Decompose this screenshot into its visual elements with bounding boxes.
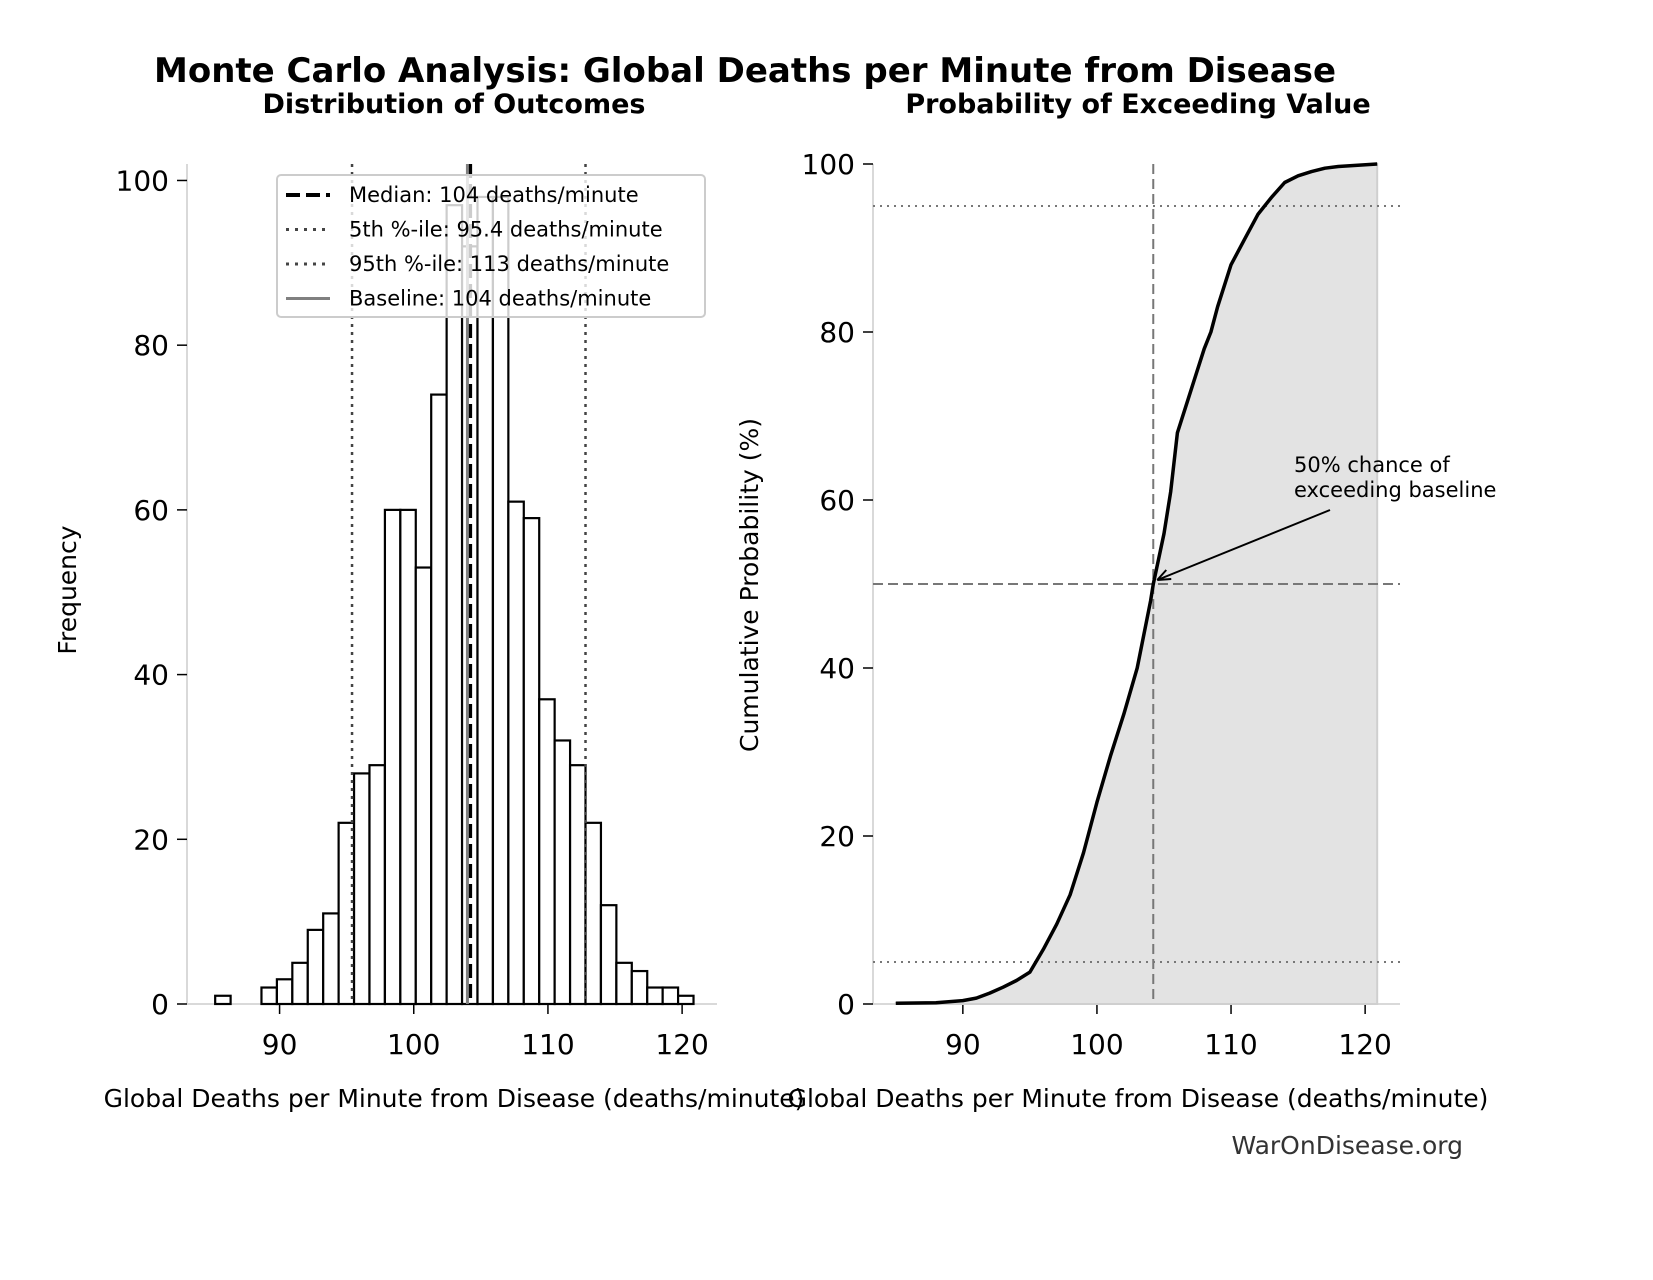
y-tick-label: 80 (133, 329, 169, 362)
histogram-bar (676, 994, 695, 1006)
histogram-bar (630, 969, 649, 1006)
histogram-bar (507, 500, 525, 1006)
histogram-panel: 0 20 40 60 80 100 90 100 110 120 Median: 104 death… (116, 164, 717, 1061)
cdf-panel: 0 20 40 60 80 100 90 100 110 120 50% chance ofexce… (802, 148, 1497, 1061)
annotation-text: exceeding baseline (1294, 478, 1496, 502)
arrow-head-icon (1156, 569, 1172, 581)
footer-source: WarOnDisease.org (1231, 1131, 1463, 1160)
y-tick-label: 80 (819, 316, 855, 349)
legend-label: Baseline: 104 deaths/minute (349, 287, 651, 311)
x-tick-label: 120 (655, 1028, 708, 1061)
histogram-bar (445, 204, 464, 1006)
x-tick-label: 120 (1338, 1028, 1391, 1061)
histogram-bar (275, 978, 294, 1006)
right-y-label: Cumulative Probability (%) (735, 418, 764, 752)
y-tick-label: 60 (133, 494, 169, 527)
legend-box (276, 174, 706, 318)
legend-label: 5th %-ile: 95.4 deaths/minute (349, 218, 663, 242)
histogram-bar (584, 821, 603, 1006)
histogram-bar (430, 393, 448, 1006)
x-tick-label: 110 (521, 1028, 574, 1061)
histogram-bar (599, 904, 618, 1006)
histogram-bar (522, 517, 541, 1006)
right-x-label: Global Deaths per Minute from Disease (d… (788, 1084, 1489, 1113)
legend-label: Median: 104 deaths/minute (349, 183, 639, 207)
left-x-label: Global Deaths per Minute from Disease (d… (104, 1084, 805, 1113)
figure-title: Monte Carlo Analysis: Global Deaths per … (154, 51, 1336, 91)
y-tick-label: 60 (819, 484, 855, 517)
histogram-bar (214, 994, 232, 1006)
histogram-bar (383, 508, 402, 1006)
histogram-bar (553, 739, 572, 1006)
histogram-bar (337, 821, 356, 1006)
x-tick-label: 90 (262, 1028, 298, 1061)
histogram-bar (399, 508, 417, 1006)
histogram-bar (260, 986, 278, 1006)
histogram-bar (414, 566, 433, 1006)
y-tick-label: 40 (819, 652, 855, 685)
y-tick-label: 100 (802, 148, 855, 181)
annotation-text: 50% chance of (1294, 453, 1450, 477)
legend: Median: 104 deaths/minute 5th %-ile: 95.4… (276, 174, 706, 318)
histogram-bar (368, 764, 387, 1006)
histogram-bar (322, 912, 340, 1006)
histogram-bar (615, 961, 633, 1006)
x-tick-label: 100 (1070, 1028, 1123, 1061)
y-tick-label: 100 (116, 164, 169, 197)
legend-label: 95th %-ile: 113 deaths/minute (349, 252, 669, 276)
x-tick-label: 110 (1204, 1028, 1257, 1061)
histogram-bar (291, 961, 309, 1006)
histogram-bar (538, 698, 556, 1006)
y-tick-label: 20 (133, 823, 169, 856)
annotation-arrow (1156, 509, 1331, 581)
cdf-line (895, 162, 1378, 1005)
histogram-bar (568, 764, 587, 1006)
y-tick-label: 0 (151, 988, 169, 1021)
left-y-label: Frequency (53, 525, 82, 654)
histogram-bar (352, 772, 371, 1006)
histogram-bar (661, 986, 680, 1006)
right-subtitle: Probability of Exceeding Value (905, 89, 1370, 120)
histogram-bar (646, 986, 664, 1006)
y-tick-label: 0 (837, 988, 855, 1021)
x-tick-label: 90 (945, 1028, 981, 1061)
x-tick-label: 100 (387, 1028, 440, 1061)
left-subtitle: Distribution of Outcomes (263, 89, 646, 120)
histogram-bar (306, 928, 325, 1006)
y-tick-label: 40 (133, 659, 169, 692)
y-tick-label: 20 (819, 820, 855, 853)
